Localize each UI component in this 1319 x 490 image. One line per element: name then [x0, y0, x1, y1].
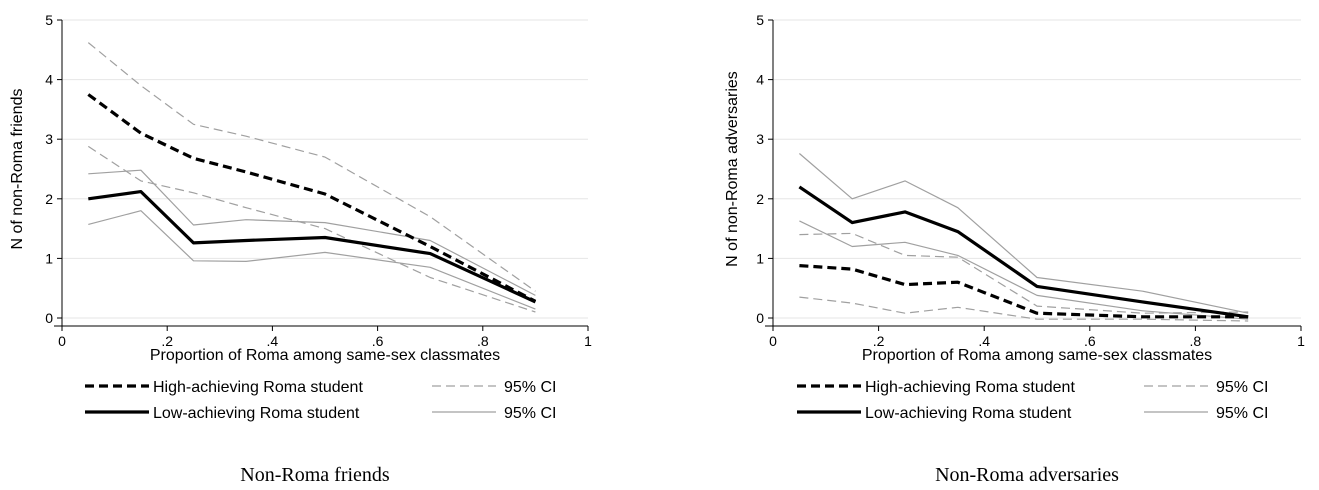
- y-tick-label-1: 1: [45, 250, 53, 266]
- y-tick-label-4: 4: [45, 72, 53, 88]
- x-tick-label-4: .8: [477, 333, 489, 349]
- series-line-3: [798, 185, 1249, 319]
- x-tick-label-0: 0: [58, 333, 66, 349]
- legend-label-right-1: 95% CI: [1216, 405, 1268, 422]
- y-tick-label-2: 2: [45, 191, 53, 207]
- y-tick-label-5: 5: [756, 12, 764, 28]
- y-axis-label: N of non-Roma adversaries: [724, 71, 741, 267]
- x-tick-label-2: .4: [978, 333, 990, 349]
- series-line-5: [799, 220, 1249, 320]
- series-line-2: [799, 296, 1249, 322]
- x-tick-label-3: .6: [372, 333, 384, 349]
- x-tick-label-5: 1: [1297, 333, 1305, 349]
- x-tick-label-3: .6: [1084, 333, 1096, 349]
- series-line-4: [799, 153, 1249, 314]
- chart-panel-1: 0 1 2 3 4 5 0 .2 .4 .6 .8 1 Proportion of Roma among…: [9, 12, 592, 486]
- y-tick-label-5: 5: [45, 12, 53, 28]
- y-tick-label-3: 3: [45, 131, 53, 147]
- y-tick-label-2: 2: [756, 191, 764, 207]
- chart-panel-2: 0 1 2 3 4 5 0 .2 .4 .6 .8 1 Proportion of Roma among…: [724, 12, 1305, 486]
- legend-label-left-0: High-achieving Roma student: [153, 379, 363, 396]
- y-axis-label: N of non-Roma friends: [9, 89, 26, 250]
- x-axis-label: Proportion of Roma among same-sex classm…: [862, 347, 1212, 364]
- x-axis-label: Proportion of Roma among same-sex classm…: [150, 347, 500, 364]
- y-tick-label-0: 0: [756, 310, 764, 326]
- series-line-1: [799, 232, 1249, 314]
- legend-label-right-1: 95% CI: [504, 405, 556, 422]
- legend-label-right-0: 95% CI: [504, 379, 556, 396]
- x-tick-label-1: .2: [161, 333, 173, 349]
- series-line-2: [87, 145, 536, 313]
- legend-label-right-0: 95% CI: [1216, 379, 1268, 396]
- series-line-1: [87, 42, 536, 292]
- y-tick-label-0: 0: [45, 310, 53, 326]
- legend-label-left-1: Low-achieving Roma student: [865, 405, 1072, 422]
- panel-caption: Non-Roma friends: [240, 464, 390, 486]
- x-tick-label-2: .4: [267, 333, 279, 349]
- legend-label-left-0: High-achieving Roma student: [865, 379, 1075, 396]
- x-tick-label-1: .2: [873, 333, 885, 349]
- x-tick-label-0: 0: [769, 333, 777, 349]
- panel-caption: Non-Roma adversaries: [935, 464, 1119, 486]
- x-tick-label-5: 1: [584, 333, 592, 349]
- legend-label-left-1: Low-achieving Roma student: [153, 405, 360, 422]
- series-line-5: [88, 210, 536, 310]
- series-line-4: [88, 169, 536, 296]
- y-tick-label-4: 4: [756, 72, 764, 88]
- x-tick-label-4: .8: [1190, 333, 1202, 349]
- y-tick-label-1: 1: [756, 250, 764, 266]
- series-line-3: [88, 190, 537, 304]
- series-line-0: [799, 264, 1249, 319]
- y-tick-label-3: 3: [756, 131, 764, 147]
